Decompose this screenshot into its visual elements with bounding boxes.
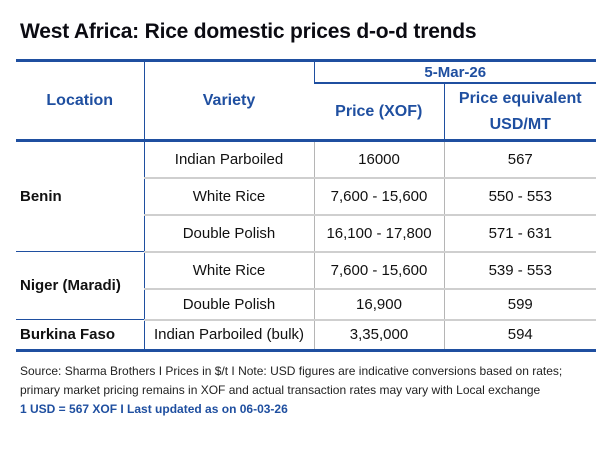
price-usd-cell: 599 — [443, 287, 597, 320]
header-date: 5-Mar-26 — [313, 59, 597, 84]
table-row: Niger (Maradi) White Rice 7,600 - 15,600… — [16, 250, 597, 320]
header-price-xof: Price (XOF) — [314, 83, 444, 142]
header-price-usd-line2: USD/MT — [489, 115, 551, 133]
variety-cell: Double Polish — [143, 213, 314, 252]
table-row: Burkina Faso Indian Parboiled (bulk) 3,3… — [16, 318, 597, 352]
location-cell: Burkina Faso — [16, 319, 144, 352]
price-usd-cell: 594 — [443, 318, 597, 352]
price-usd-cell: 567 — [443, 140, 597, 178]
variety-cell: White Rice — [143, 250, 314, 289]
header-variety: Variety — [143, 59, 314, 142]
price-xof-cell: 16000 — [313, 140, 444, 178]
location-cell: Benin — [20, 188, 62, 205]
footer-source-note: Source: Sharma Brothers I Prices in $/t … — [20, 364, 529, 378]
price-xof-cell: 16,100 - 17,800 — [313, 213, 444, 252]
rice-prices-table: Location Variety 5-Mar-26 Price (XOF) Pr… — [16, 59, 597, 352]
price-xof-cell: 16,900 — [313, 287, 444, 320]
price-xof-cell: 7,600 - 15,600 — [313, 250, 444, 289]
location-cell: Niger (Maradi) — [16, 251, 144, 320]
footer: Source: Sharma Brothers I Prices in $/t … — [20, 362, 585, 419]
footer-note-continued: rates; primary market pricing remains in… — [20, 364, 563, 397]
table-row: Double Polish 16,100 - 17,800 571 - 631 — [16, 213, 597, 252]
table-row: White Rice 7,600 - 15,600 550 - 553 — [16, 176, 597, 215]
table-row: Benin Indian Parboiled 16000 567 — [16, 140, 597, 205]
price-usd-cell: 550 - 553 — [443, 176, 597, 215]
price-usd-cell: 539 - 553 — [443, 250, 597, 289]
table-row: Double Polish 16,900 599 — [16, 287, 597, 320]
price-usd-cell: 571 - 631 — [443, 213, 597, 252]
variety-cell: White Rice — [143, 176, 314, 215]
price-xof-cell: 7,600 - 15,600 — [313, 176, 444, 215]
footer-exchange-rate: 1 USD = 567 XOF I Last updated as on 06-… — [20, 402, 288, 416]
variety-cell: Double Polish — [143, 287, 314, 320]
price-xof-cell: 3,35,000 — [313, 318, 444, 352]
header-location: Location — [16, 59, 144, 142]
variety-cell: Indian Parboiled (bulk) — [143, 318, 314, 352]
variety-cell: Indian Parboiled — [143, 140, 314, 178]
header-price-usd-line1: Price equivalent — [458, 89, 582, 107]
page-title: West Africa: Rice domestic prices d-o-d … — [20, 20, 477, 43]
header-price-usd: Price equivalent USD/MT — [443, 83, 597, 142]
